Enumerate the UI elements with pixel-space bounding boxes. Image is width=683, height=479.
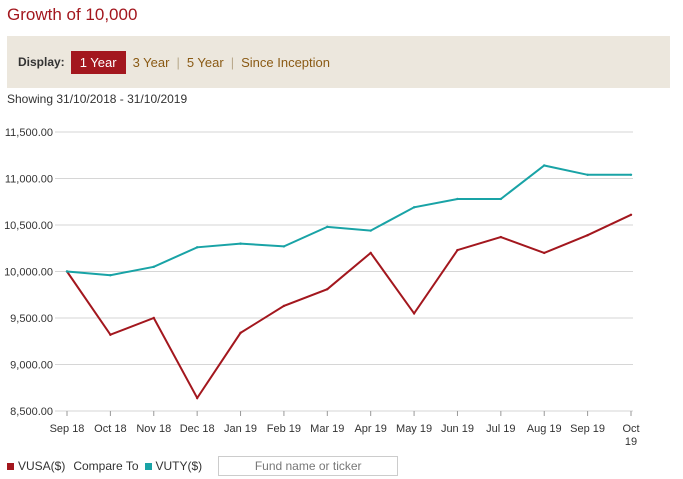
data-point-vusa bbox=[456, 248, 459, 252]
y-tick-label: 10,500.00 bbox=[4, 220, 53, 232]
y-tick-label: 9,500.00 bbox=[10, 313, 53, 325]
range-5-year-button[interactable]: 5 Year bbox=[186, 54, 224, 70]
data-point-vuty bbox=[152, 265, 155, 269]
legend-item-vuty[interactable]: VUTY($) bbox=[144, 459, 203, 473]
data-point-vuty bbox=[195, 246, 199, 249]
x-tick-label: Oct 19 bbox=[622, 423, 639, 448]
x-tick-label: Aug 19 bbox=[527, 423, 562, 435]
y-tick-label: 10,000.00 bbox=[4, 267, 53, 279]
fund-search-input[interactable] bbox=[218, 456, 399, 476]
data-point-vusa bbox=[369, 251, 372, 255]
x-tick-label: Feb 19 bbox=[267, 423, 301, 435]
data-point-vuty bbox=[412, 206, 416, 209]
separator: | bbox=[230, 54, 235, 70]
date-range-text: Showing 31/10/2018 - 31/10/2019 bbox=[7, 92, 188, 106]
growth-line-chart: 8,500.00 9,000.00 9,500.00 10,000.00 10,500.… bbox=[4, 127, 640, 448]
x-tick-label: Apr 19 bbox=[354, 423, 386, 435]
data-point-vuty bbox=[239, 242, 242, 245]
data-point-vuty bbox=[629, 173, 633, 176]
x-tick-label: Jun 19 bbox=[441, 423, 474, 435]
x-tick-label: Mar 19 bbox=[310, 423, 344, 435]
chart-legend: VUSA($) Compare To VUTY($) bbox=[7, 455, 399, 477]
data-point-vusa bbox=[543, 251, 546, 255]
data-point-vusa bbox=[109, 333, 112, 336]
data-point-vusa bbox=[326, 287, 329, 291]
data-point-vuty bbox=[586, 173, 589, 176]
data-point-vuty bbox=[65, 270, 69, 273]
y-tick-label: 11,000.00 bbox=[5, 174, 53, 186]
data-point-vuty bbox=[499, 197, 503, 201]
data-point-vusa bbox=[499, 235, 503, 239]
data-point-vuty bbox=[456, 197, 459, 201]
legend-vuty-label: VUTY($) bbox=[155, 459, 203, 473]
data-point-vusa bbox=[282, 304, 286, 308]
page-title: Growth of 10,000 bbox=[7, 5, 138, 24]
compare-to-label: Compare To bbox=[73, 459, 139, 473]
x-tick-label: Jul 19 bbox=[486, 423, 515, 435]
data-point-vuty bbox=[543, 164, 546, 167]
data-point-vuty bbox=[369, 229, 372, 232]
data-point-vuty bbox=[109, 274, 112, 277]
legend-vusa-label: VUSA($) bbox=[18, 459, 66, 473]
range-since-inception-button[interactable]: Since Inception bbox=[241, 54, 330, 70]
series-line-vuty bbox=[66, 164, 631, 277]
vuty-swatch bbox=[144, 462, 152, 470]
x-tick-label: Jan 19 bbox=[224, 423, 257, 435]
range-1-year-button[interactable]: 1 Year bbox=[70, 50, 126, 74]
vusa-swatch bbox=[7, 462, 14, 470]
separator: | bbox=[176, 54, 180, 70]
series-line-vusa bbox=[66, 213, 632, 400]
data-point-vusa bbox=[586, 234, 589, 237]
data-point-vuty bbox=[326, 225, 329, 229]
range-3-year-button[interactable]: 3 Year bbox=[132, 54, 170, 70]
x-tick-label: Oct 18 bbox=[94, 423, 126, 435]
display-range-bar: Display: 1 Year 3 Year | 5 Year | Since … bbox=[7, 36, 670, 88]
x-tick-label: May 19 bbox=[396, 423, 432, 435]
x-tick-label: Sep 19 bbox=[570, 423, 605, 435]
x-tick-label: Nov 18 bbox=[136, 423, 171, 435]
display-label: Display: bbox=[18, 55, 65, 69]
legend-item-vusa[interactable]: VUSA($) bbox=[7, 459, 65, 473]
data-point-vusa bbox=[239, 331, 242, 335]
data-point-vusa bbox=[629, 213, 633, 216]
x-tick-label: Sep 18 bbox=[50, 423, 85, 435]
y-tick-label: 9,000.00 bbox=[10, 360, 53, 372]
x-tick-label: Dec 18 bbox=[180, 423, 215, 435]
data-point-vusa bbox=[152, 316, 155, 320]
y-tick-label: 11,500.00 bbox=[5, 127, 53, 139]
data-point-vuty bbox=[282, 245, 286, 248]
y-tick-label: 8,500.00 bbox=[10, 406, 53, 418]
data-point-vusa bbox=[412, 312, 416, 315]
data-point-vusa bbox=[195, 396, 199, 400]
